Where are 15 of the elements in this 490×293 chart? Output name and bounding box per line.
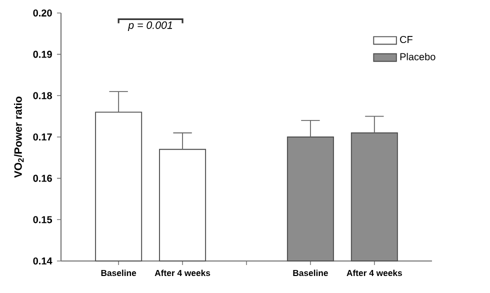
y-tick-label: 0.15 [33, 216, 52, 224]
legend-label: CF [400, 36, 412, 44]
annotation: p = 0.001 [128, 21, 172, 32]
x-tick-label: After 4 weeks [346, 270, 402, 276]
y-tick-label: 0.20 [33, 9, 52, 17]
legend-label: Placebo [400, 52, 436, 60]
y-tick-label: 0.16 [33, 174, 52, 182]
y-axis-title: VO$_{2}$/Power ratio [14, 96, 24, 178]
y-tick-label: 0.14 [33, 257, 52, 265]
y-tick-label: 0.17 [33, 133, 52, 141]
y-tick-label: 0.18 [33, 92, 52, 100]
x-tick-label: After 4 weeks [154, 270, 210, 276]
x-tick-label: Baseline [293, 270, 328, 276]
y-tick-label: 0.19 [33, 50, 52, 58]
x-tick-label: Baseline [101, 270, 136, 276]
